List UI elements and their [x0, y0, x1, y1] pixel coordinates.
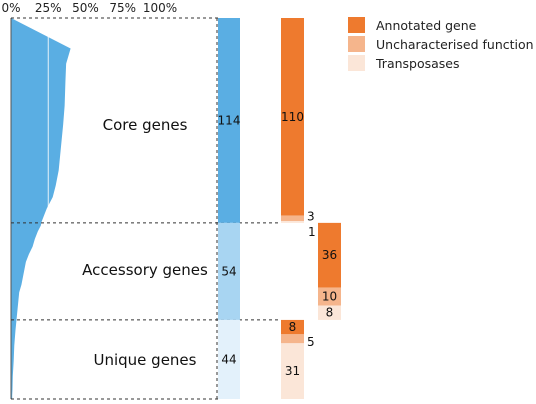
group-count-label: 44: [221, 352, 236, 366]
legend-swatch: [348, 17, 365, 33]
x-tick-label: 100%: [143, 1, 177, 15]
function-segment: [281, 334, 304, 344]
group-name-label: Core genes: [103, 116, 188, 134]
legend-swatch: [348, 36, 365, 52]
function-segment: [281, 343, 304, 399]
segment-value-label: 31: [285, 364, 300, 378]
function-segment: [318, 305, 341, 320]
legend-label: Uncharacterised function: [376, 37, 534, 52]
segment-value-label: 8: [326, 306, 334, 320]
function-segment: [281, 319, 304, 335]
segment-value-label: 5: [307, 335, 315, 349]
segment-value-label: 1: [308, 225, 316, 239]
group-count-label: 54: [221, 264, 236, 278]
segment-value-label: 10: [322, 290, 337, 304]
legend-label: Annotated gene: [376, 18, 477, 33]
group-bar: [218, 18, 240, 223]
legend-label: Transposases: [375, 56, 460, 71]
function-segment: [281, 18, 304, 216]
prevalence-plot: [10, 17, 279, 400]
group-bar: [218, 222, 240, 320]
segment-value-label: 36: [322, 248, 337, 262]
function-segment: [281, 215, 304, 222]
x-tick-label: 50%: [72, 1, 99, 15]
segment-value-label: 3: [307, 209, 315, 223]
group-name-label: Unique genes: [94, 351, 197, 369]
group-bar: [218, 319, 240, 399]
function-segment: [318, 287, 341, 306]
segment-value-label: 8: [289, 320, 297, 334]
gene-group-bars: 114 Core genes 54 Accessory genes 44 Unique g…: [82, 18, 240, 399]
group-name-label: Accessory genes: [82, 261, 208, 279]
legend: Annotated gene Uncharacterised function Tr…: [348, 17, 534, 71]
x-axis-ticks: 0% 25% 50% 75% 100%: [1, 1, 177, 15]
x-tick-label: 75%: [109, 1, 136, 15]
group-count-label: 114: [218, 113, 241, 127]
segment-value-label: 110: [281, 110, 304, 124]
function-segment: [318, 222, 341, 288]
function-segment: [281, 221, 304, 223]
legend-swatch: [348, 55, 365, 71]
prevalence-area: [11, 18, 71, 399]
x-tick-label: 25%: [35, 1, 62, 15]
x-tick-label: 0%: [1, 1, 20, 15]
